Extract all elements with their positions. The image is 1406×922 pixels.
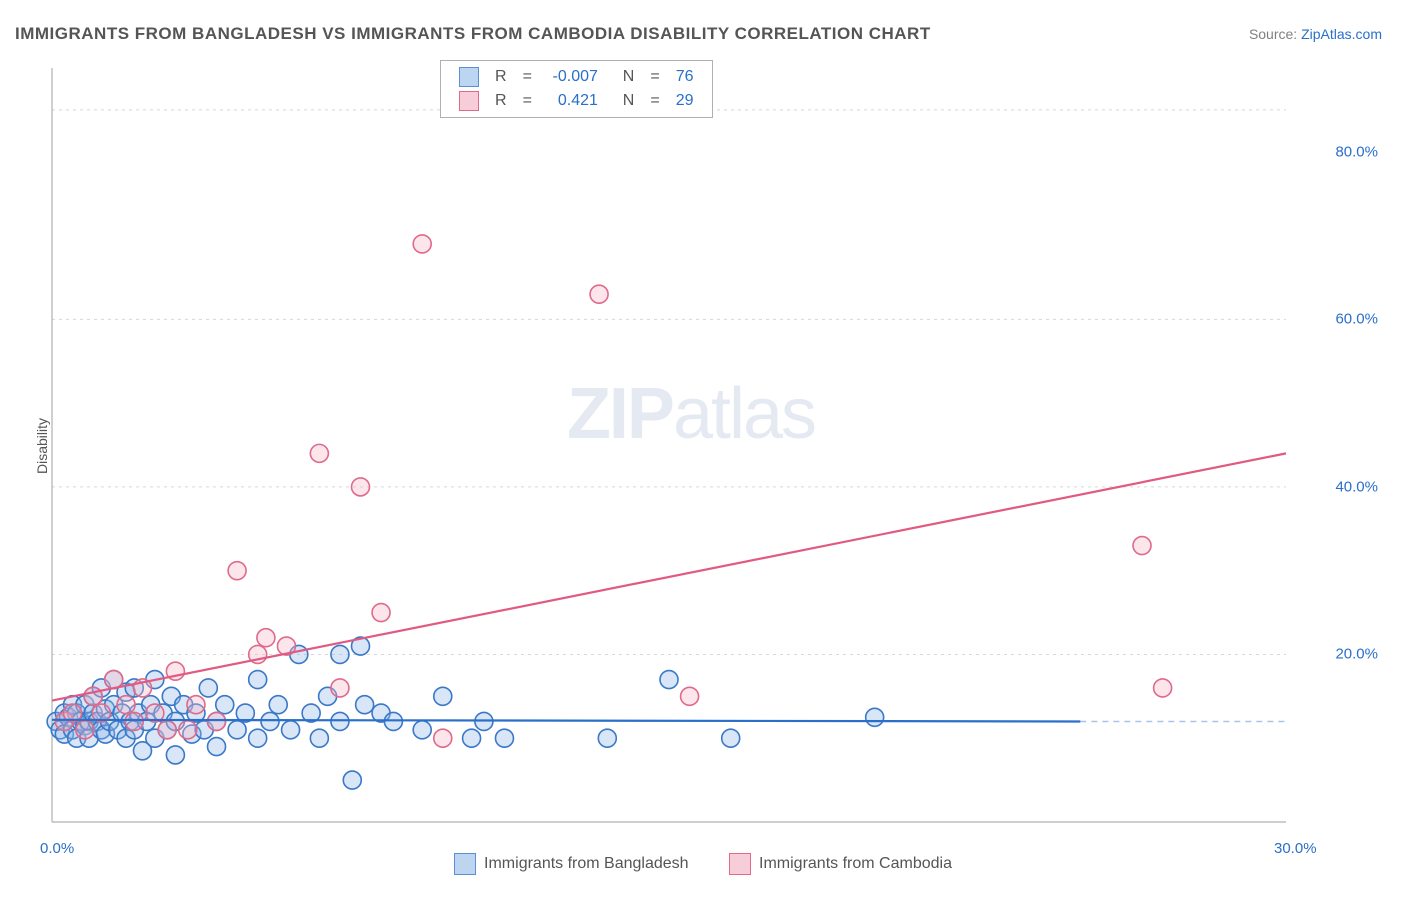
scatter-chart-svg [46,60,1336,830]
source-attribution: Source: ZipAtlas.com [1249,26,1382,42]
y-tick-label: 60.0% [1335,311,1378,328]
legend-label-bangladesh: Immigrants from Bangladesh [484,855,689,873]
stat-r-value: -0.007 [548,68,598,86]
chart-title: IMMIGRANTS FROM BANGLADESH VS IMMIGRANTS… [15,24,931,44]
correlation-stats-box: R=-0.007 N=76R=0.421 N=29 [440,60,713,118]
stat-r-label: R [487,89,515,113]
chart-area: ZIPatlas 20.0%40.0%60.0%80.0% [46,60,1336,830]
stat-r-value: 0.421 [548,92,598,110]
stat-swatch [459,91,479,111]
y-tick-label: 80.0% [1335,143,1378,160]
source-link[interactable]: ZipAtlas.com [1301,26,1382,42]
y-tick-label: 40.0% [1335,478,1378,495]
legend-swatch-cambodia [729,853,751,875]
stat-n-value: 29 [676,92,694,109]
x-tick-label: 0.0% [40,840,74,922]
stat-n-label: N [606,89,642,113]
bottom-legend: Immigrants from Bangladesh Immigrants fr… [0,853,1406,880]
stat-r-label: R [487,65,515,89]
stat-n-label: N [606,65,642,89]
stat-swatch [459,67,479,87]
legend-item-bangladesh: Immigrants from Bangladesh [454,853,689,875]
stat-n-value: 76 [676,68,694,85]
legend-label-cambodia: Immigrants from Cambodia [759,855,952,873]
legend-item-cambodia: Immigrants from Cambodia [729,853,952,875]
y-tick-label: 20.0% [1335,646,1378,663]
source-label: Source: [1249,26,1301,42]
legend-swatch-bangladesh [454,853,476,875]
x-tick-label: 30.0% [1274,840,1317,922]
